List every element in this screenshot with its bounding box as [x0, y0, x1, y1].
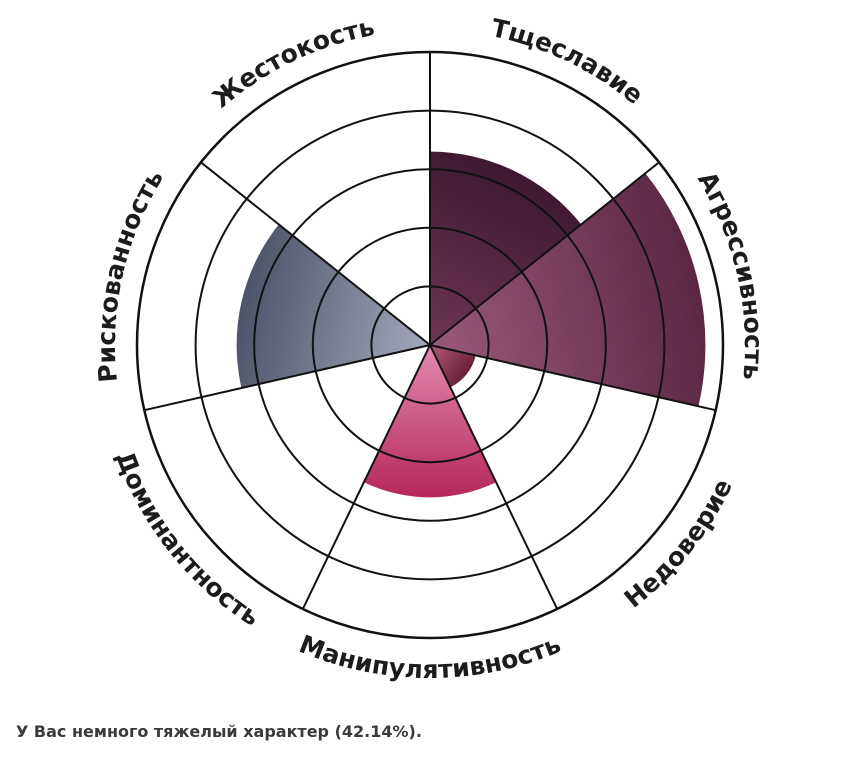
wedge-1 [430, 151, 582, 345]
category-label-6: Рискованность [92, 164, 169, 383]
wedge-6 [236, 224, 430, 389]
grid-spoke-2 [429, 161, 660, 346]
grid-spoke-5 [301, 344, 431, 610]
category-label-3: Недоверие [619, 474, 738, 613]
category-label-5: Доминантность [110, 447, 265, 632]
grid-spoke-6 [144, 344, 431, 412]
result-text: У Вас немного тяжелый характер (42.14%). [16, 722, 422, 741]
grid-spoke-7 [200, 161, 431, 346]
grid-spoke-4 [429, 344, 559, 610]
polar-area-chart: ТщеславиеАгрессивностьНедовериеМанипулят… [92, 12, 768, 684]
chart-wedges [236, 151, 706, 498]
chart-grid [135, 50, 725, 640]
wedge-2 [430, 173, 706, 407]
wedge-4 [363, 345, 497, 498]
grid-spoke-3 [429, 344, 716, 412]
wedge-3 [430, 345, 476, 388]
category-label-1: Тщеславие [489, 13, 649, 110]
